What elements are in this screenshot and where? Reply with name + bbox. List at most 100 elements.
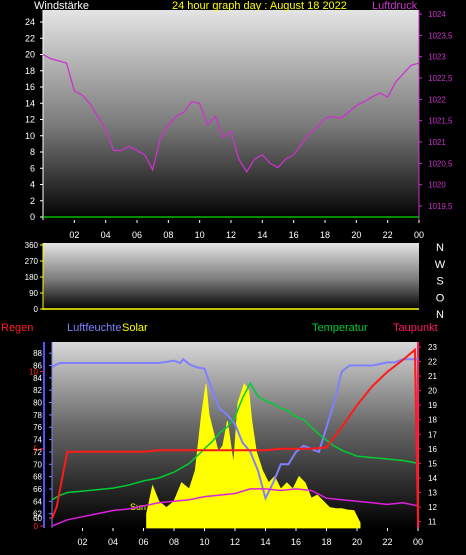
temp-tick-label: 23 xyxy=(428,343,437,352)
temp-tick-label: 15 xyxy=(428,459,437,468)
panel3-x-tick-label: 16 xyxy=(291,537,301,547)
panel1-x-tick-label: 10 xyxy=(195,230,205,240)
rain-series-line xyxy=(51,488,419,527)
humidity-tick-label: 60 xyxy=(33,514,42,523)
wind-tick-label: 6 xyxy=(30,163,35,173)
pressure-tick-label: 1020,5 xyxy=(428,159,453,168)
pressure-label: Luftdruck xyxy=(372,0,418,12)
solar-series-area xyxy=(146,383,361,529)
humidity-series-line xyxy=(51,357,418,502)
wind-tick-label: 22 xyxy=(25,33,35,43)
rain-tick-label: 5 xyxy=(34,445,39,454)
compass-label: N xyxy=(436,242,444,254)
panel3-x-ticks: 02 04 06 08 10 12 14 16 18 20 22 00 xyxy=(77,528,423,547)
direction-tick-label: 270 xyxy=(25,257,39,266)
panel3-x-tick-label: 04 xyxy=(108,537,118,547)
wind-tick-label: 24 xyxy=(25,17,35,27)
humidity-tick-label: 82 xyxy=(33,386,42,395)
chart-title: 24 hour graph day : August 18 2022 xyxy=(172,0,347,12)
wind-tick-label: 4 xyxy=(30,180,35,190)
compass-label: S xyxy=(436,276,443,288)
pressure-tick-label: 1022 xyxy=(428,95,446,104)
wind-tick-label: 0 xyxy=(30,212,35,222)
temp-tick-label: 21 xyxy=(428,372,437,381)
humidity-tick-label: 62 xyxy=(33,510,42,519)
panel1-x-ticks: 02 04 06 08 10 12 14 16 18 20 22 00 xyxy=(69,220,424,240)
humidity-tick-label: 66 xyxy=(33,485,42,494)
panel3-x-tick-label: 10 xyxy=(199,537,209,547)
direction-tick-label: 180 xyxy=(25,273,39,282)
humidity-tick-label: 86 xyxy=(33,362,42,371)
dewpoint-label: Taupunkt xyxy=(393,322,438,334)
direction-tick-label: 0 xyxy=(34,305,39,314)
wind-tick-label: 8 xyxy=(30,147,35,157)
panel1-x-tick-label: 00 xyxy=(414,230,424,240)
wind-tick-label: 2 xyxy=(30,196,35,206)
pressure-tick-label: 1021 xyxy=(428,138,446,147)
panel1-series xyxy=(42,53,420,218)
panel1-x-tick-label: 04 xyxy=(101,230,111,240)
panel3-series xyxy=(51,347,419,529)
panel1-right-ticks: 1024 1023,5 1023 1022,5 1022 1021,5 1021 1020,5… xyxy=(419,10,453,211)
panel2-left-ticks: 360 270 180 90 0 xyxy=(25,241,43,314)
humidity-tick-label: 88 xyxy=(33,349,42,358)
humidity-label: Luftfeuchte xyxy=(67,322,121,334)
humidity-tick-label: 70 xyxy=(33,460,42,469)
panel1-x-tick-label: 20 xyxy=(351,230,361,240)
wind-tick-label: 10 xyxy=(25,131,35,141)
wind-tick-label: 12 xyxy=(25,115,35,125)
wind-tick-label: 20 xyxy=(25,50,35,60)
wind-tick-label: 18 xyxy=(25,66,35,76)
panel3-temp-ticks: 23 22 21 20 19 18 17 16 15 14 13 12 11 xyxy=(418,343,437,527)
solar-label: Solar xyxy=(122,322,148,334)
rain-tick-label: 0 xyxy=(34,522,39,531)
panel3-x-tick-label: 22 xyxy=(382,537,392,547)
pressure-tick-label: 1020 xyxy=(428,181,446,190)
humidity-tick-label: 64 xyxy=(33,497,42,506)
humidity-tick-label: 76 xyxy=(33,423,42,432)
temp-tick-label: 20 xyxy=(428,387,437,396)
temp-tick-label: 18 xyxy=(428,416,437,425)
pressure-tick-label: 1023,5 xyxy=(428,31,453,40)
humidity-tick-label: 72 xyxy=(33,448,42,457)
wind-label: Windstärke xyxy=(34,0,89,12)
pressure-tick-label: 1019,5 xyxy=(428,202,453,211)
rain-label: Regen xyxy=(1,322,33,334)
wind-tick-label: 14 xyxy=(25,98,35,108)
temperature-series-line xyxy=(51,381,419,501)
panel1-x-tick-label: 16 xyxy=(289,230,299,240)
humidity-tick-label: 84 xyxy=(33,374,42,383)
panel3-x-tick-label: 20 xyxy=(352,537,362,547)
temperature-label: Temperatur xyxy=(312,322,368,334)
panel3-x-tick-label: 12 xyxy=(230,537,240,547)
humidity-tick-label: 80 xyxy=(33,399,42,408)
panel1-x-tick-label: 02 xyxy=(69,230,79,240)
pressure-tick-label: 1022,5 xyxy=(428,74,453,83)
temp-tick-label: 14 xyxy=(428,474,437,483)
panel1-x-tick-label: 06 xyxy=(132,230,142,240)
temp-tick-label: 22 xyxy=(428,357,437,366)
wind-tick-label: 16 xyxy=(25,82,35,92)
panel1-x-tick-label: 18 xyxy=(320,230,330,240)
pressure-tick-label: 1021,5 xyxy=(428,117,453,126)
panel3-x-tick-label: 08 xyxy=(169,537,179,547)
pressure-tick-label: 1023 xyxy=(428,53,446,62)
temp-tick-label: 17 xyxy=(428,430,437,439)
temp-tick-label: 12 xyxy=(428,503,437,512)
panel3-x-tick-label: 06 xyxy=(138,537,148,547)
pressure-tick-label: 1024 xyxy=(428,10,446,19)
temp-tick-label: 13 xyxy=(428,489,437,498)
panel3-x-tick-label: 00 xyxy=(413,537,423,547)
temp-tick-label: 19 xyxy=(428,401,437,410)
humidity-tick-label: 74 xyxy=(33,436,42,445)
compass-label: O xyxy=(436,292,445,304)
panel3-x-tick-label: 18 xyxy=(321,537,331,547)
rain-tick-label: 10 xyxy=(29,367,38,376)
dewpoint-series-line xyxy=(51,347,419,522)
pressure-plot-area xyxy=(43,10,419,220)
wind-direction-plot-area xyxy=(43,243,419,310)
